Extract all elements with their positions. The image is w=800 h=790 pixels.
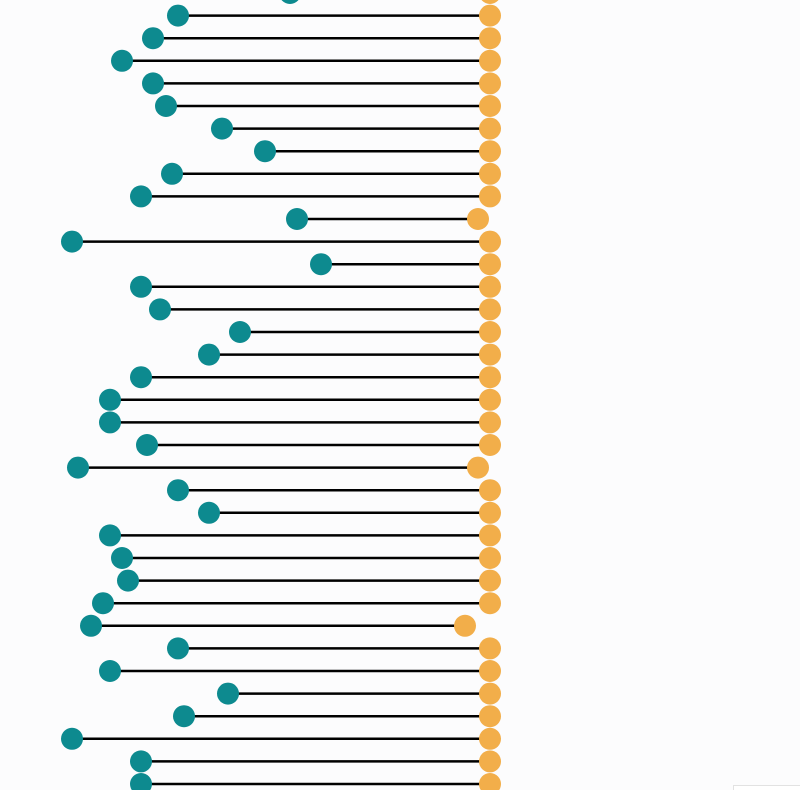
start-point: [61, 230, 83, 253]
start-point: [99, 524, 121, 547]
end-point: [479, 117, 501, 140]
end-point: [454, 614, 476, 637]
end-point: [479, 366, 501, 389]
start-point: [217, 682, 239, 705]
start-point: [99, 660, 121, 682]
start-points: [61, 0, 332, 790]
end-point: [479, 275, 501, 298]
end-point: [479, 637, 501, 660]
start-point: [161, 162, 183, 185]
start-point: [111, 547, 133, 569]
start-point: [286, 208, 308, 230]
end-point: [479, 569, 501, 592]
end-point: [481, 0, 499, 4]
start-point: [310, 253, 332, 276]
end-point: [479, 72, 501, 95]
start-point: [130, 773, 152, 790]
start-point: [167, 479, 189, 502]
start-point: [117, 569, 139, 592]
end-point: [479, 343, 501, 366]
start-point: [136, 434, 158, 456]
start-point: [80, 614, 102, 637]
end-point: [479, 434, 501, 456]
corner-panel: [733, 785, 800, 790]
end-point: [479, 727, 501, 750]
start-point: [155, 95, 177, 117]
end-point: [479, 298, 501, 321]
end-point: [479, 4, 501, 27]
end-point: [479, 547, 501, 569]
start-point: [142, 72, 164, 95]
end-point: [479, 230, 501, 253]
start-point: [211, 117, 233, 140]
end-point: [479, 27, 501, 50]
start-point: [111, 49, 133, 72]
start-point: [281, 0, 299, 4]
start-point: [254, 140, 276, 163]
end-point: [479, 140, 501, 163]
start-point: [173, 705, 195, 728]
end-point: [479, 524, 501, 547]
end-point: [479, 660, 501, 682]
start-point: [130, 366, 152, 389]
start-point: [61, 727, 83, 750]
end-point: [479, 750, 501, 773]
end-point: [479, 479, 501, 502]
start-point: [130, 750, 152, 773]
start-point: [167, 637, 189, 660]
end-point: [479, 162, 501, 185]
start-point: [142, 27, 164, 50]
end-point: [479, 411, 501, 434]
connector-lines: [72, 14, 490, 786]
start-point: [229, 321, 251, 343]
end-point: [467, 456, 489, 479]
end-point: [479, 95, 501, 117]
end-point: [479, 321, 501, 343]
end-point: [479, 773, 501, 790]
end-point: [467, 208, 489, 230]
start-point: [198, 343, 220, 366]
end-point: [479, 253, 501, 276]
start-point: [198, 501, 220, 524]
end-point: [479, 501, 501, 524]
start-point: [99, 388, 121, 411]
end-point: [479, 185, 501, 208]
end-point: [479, 705, 501, 728]
end-point: [479, 592, 501, 615]
start-point: [99, 411, 121, 434]
end-point: [479, 388, 501, 411]
end-point: [479, 682, 501, 705]
start-point: [130, 185, 152, 208]
start-point: [167, 4, 189, 27]
end-point: [479, 49, 501, 72]
start-point: [149, 298, 171, 321]
end-points: [454, 0, 501, 790]
start-point: [130, 275, 152, 298]
start-point: [92, 592, 114, 615]
start-point: [67, 456, 89, 479]
